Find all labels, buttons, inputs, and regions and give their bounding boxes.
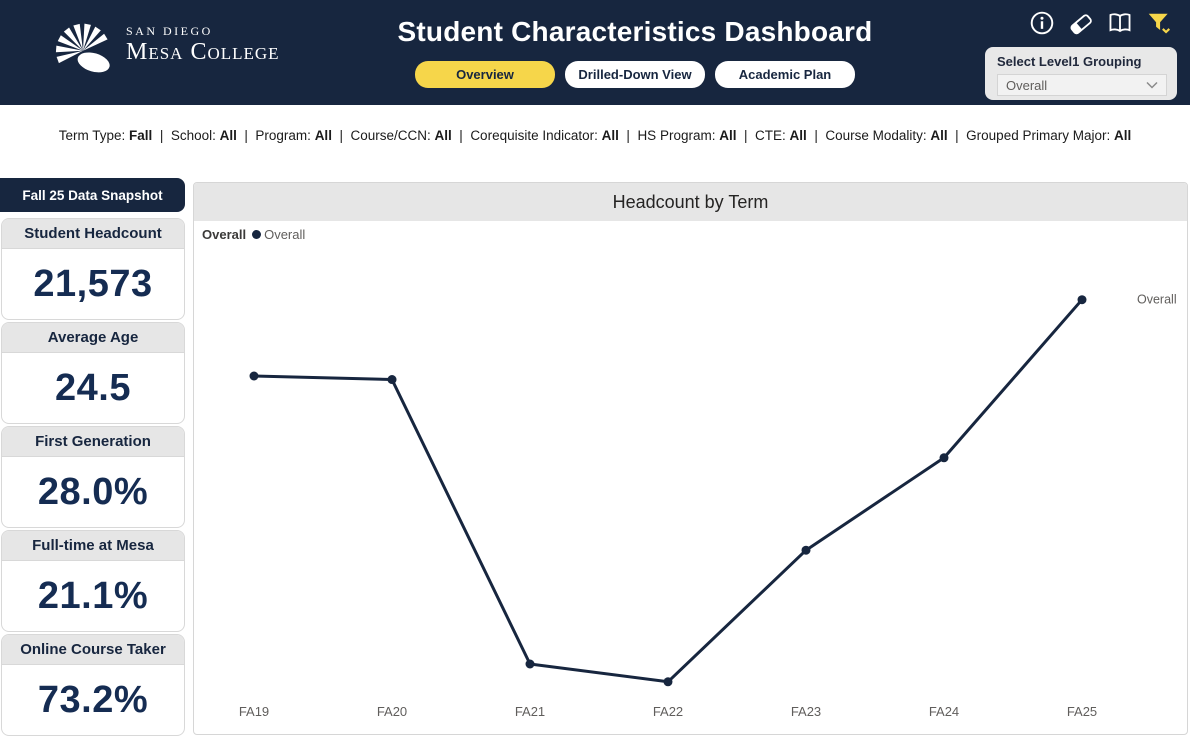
x-tick-FA22: FA22: [653, 704, 683, 719]
legend-dot-icon: [252, 230, 262, 239]
chevron-down-icon: [1146, 81, 1158, 89]
filter-segment: Term Type: Fall: [58, 128, 153, 143]
legend-title: Overall: [202, 227, 247, 242]
filter-segment: Course Modality: All: [811, 128, 948, 143]
x-tick-FA21: FA21: [515, 704, 545, 719]
chart-title: Headcount by Term: [194, 183, 1187, 221]
snapshot-title-tab: Fall 25 Data Snapshot: [0, 178, 185, 212]
kpi-card-label: Average Age: [2, 323, 184, 353]
data-point-FA23[interactable]: [801, 545, 811, 555]
kpi-card[interactable]: Online Course Taker 73.2%: [1, 634, 185, 736]
x-tick-FA19: FA19: [239, 704, 269, 719]
toolbar-icons: [1029, 10, 1172, 36]
grouping-label: Select Level1 Grouping: [997, 54, 1142, 69]
kpi-card-value: 28.0%: [37, 470, 149, 513]
tab-drilled-down-view[interactable]: Drilled-Down View: [565, 61, 705, 88]
kpi-card-column: Student Headcount 21,573 Average Age 24.…: [1, 218, 185, 736]
filter-segment: Grouped Primary Major: All: [951, 128, 1131, 143]
filter-summary-bar: Term Type: Fall School: All Program: All…: [0, 128, 1190, 143]
info-icon[interactable]: [1029, 10, 1055, 36]
kpi-card-label: Full-time at Mesa: [2, 531, 184, 561]
kpi-card[interactable]: Average Age 24.5: [1, 322, 185, 424]
kpi-card-value: 21.1%: [37, 574, 149, 617]
book-icon[interactable]: [1107, 10, 1133, 36]
overall-series-line: [252, 298, 1084, 684]
chart-plot-area[interactable]: FA19 FA20 FA21 FA22 FA23 FA24 FA25 Overall: [194, 244, 1187, 731]
filter-segment: Corequisite Indicator: All: [456, 128, 619, 143]
grouping-selected-value: Overall: [1006, 77, 1048, 93]
chart-legend: Overall Overall: [194, 221, 1187, 244]
kpi-card[interactable]: First Generation 28.0%: [1, 426, 185, 528]
filter-segment: CTE: All: [740, 128, 807, 143]
x-tick-FA20: FA20: [377, 704, 407, 719]
kpi-card-label: First Generation: [2, 427, 184, 457]
logo-line1: SAN DIEGO: [126, 23, 213, 38]
kpi-card-label: Online Course Taker: [2, 635, 184, 665]
filter-segment: HS Program: All: [623, 128, 737, 143]
kpi-card-value: 73.2%: [37, 678, 149, 721]
filter-segment: Course/CCN: All: [336, 128, 452, 143]
data-point-FA21[interactable]: [525, 659, 535, 669]
tab-academic-plan[interactable]: Academic Plan: [715, 61, 855, 88]
kpi-card-value: 24.5: [55, 366, 131, 409]
grouping-dropdown[interactable]: Overall: [997, 74, 1167, 96]
nav-tabs: Overview Drilled-Down View Academic Plan: [370, 61, 900, 88]
data-point-FA20[interactable]: [387, 375, 397, 385]
data-point-FA22[interactable]: [663, 677, 673, 687]
legend-item-overall[interactable]: Overall: [252, 227, 305, 242]
page-title: Student Characteristics Dashboard: [397, 16, 873, 47]
x-tick-FA23: FA23: [791, 704, 821, 719]
shell-fan-logo-icon: [55, 23, 110, 73]
headcount-chart-panel: Headcount by Term Overall Overall FA19 FA…: [193, 182, 1188, 735]
x-tick-FA25: FA25: [1067, 704, 1097, 719]
logo-text: SAN DIEGO Mesa College: [126, 25, 280, 64]
data-point-FA24[interactable]: [939, 453, 949, 463]
grouping-panel: Select Level1 Grouping Overall: [985, 47, 1177, 100]
x-tick-FA24: FA24: [929, 704, 959, 719]
logo-line2: Mesa College: [126, 38, 280, 65]
kpi-card-value: 21,573: [33, 262, 153, 305]
kpi-card[interactable]: Student Headcount 21,573: [1, 218, 185, 320]
tab-overview[interactable]: Overview: [415, 61, 555, 88]
filter-segment: Program: All: [241, 128, 332, 143]
kpi-card[interactable]: Full-time at Mesa 21.1%: [1, 530, 185, 632]
filter-segment: School: All: [156, 128, 237, 143]
header-center: Student Characteristics Dashboard Overvi…: [370, 16, 900, 88]
header: SAN DIEGO Mesa College Student Character…: [0, 0, 1190, 105]
data-point-FA25[interactable]: [1077, 295, 1087, 305]
series-end-label: Overall: [1137, 293, 1177, 307]
filter-icon[interactable]: [1146, 10, 1172, 36]
data-point-FA19[interactable]: [249, 371, 259, 381]
mesa-college-logo: SAN DIEGO Mesa College: [50, 14, 280, 74]
headcount-line-chart[interactable]: FA19 FA20 FA21 FA22 FA23 FA24 FA25 Overall: [194, 244, 1187, 731]
kpi-card-label: Student Headcount: [2, 219, 184, 249]
eraser-icon[interactable]: [1068, 10, 1094, 36]
